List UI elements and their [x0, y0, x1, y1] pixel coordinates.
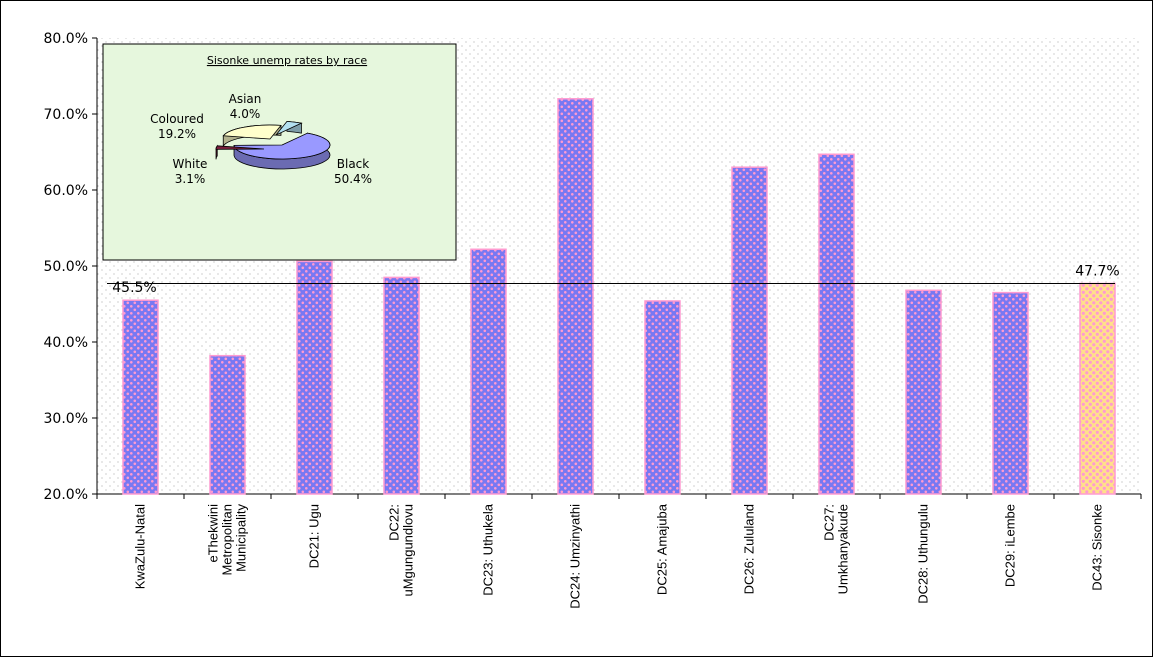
bar — [818, 153, 855, 495]
bar-value-label: 47.7% — [1075, 263, 1119, 279]
y-tick-label: 60.0% — [44, 183, 88, 199]
bar — [557, 98, 594, 495]
pie-slice — [233, 132, 331, 160]
y-tick-label: 30.0% — [44, 411, 88, 427]
x-category-label: DC21: Ugu — [307, 504, 322, 568]
x-category-label: Umkhanyakude — [836, 504, 851, 594]
x-category-label: DC27: — [822, 504, 837, 541]
x-category-label: DC23: Uthukela — [481, 503, 496, 596]
y-tick-label: 80.0% — [44, 31, 88, 47]
x-category-label: Municipality — [234, 504, 249, 572]
x-category-label: DC29: iLembe — [1003, 504, 1018, 587]
x-category-label: DC43: Sisonke — [1090, 504, 1105, 591]
x-category-label: Metropolitan — [220, 504, 235, 576]
x-category-label: eThekwini — [206, 504, 221, 563]
pie-value-label: 3.1% — [175, 172, 206, 186]
x-category-label: KwaZulu-Natal — [133, 504, 148, 589]
pie-slice-group — [233, 132, 331, 170]
y-tick-label: 40.0% — [44, 335, 88, 351]
y-tick-label: 50.0% — [44, 259, 88, 275]
y-tick-label: 70.0% — [44, 107, 88, 123]
pie-label: Coloured — [150, 112, 204, 126]
pie-slice-group — [275, 120, 303, 136]
axes: 20.0% 30.0% 40.0% 50.0% 60.0% 70.0% 80.0% — [44, 31, 1142, 503]
bar — [383, 276, 420, 495]
pie-slice-group — [215, 144, 265, 160]
bar — [992, 291, 1029, 495]
x-category-label: uMgungundlovu — [401, 504, 416, 597]
bar-value-label: 45.5% — [112, 280, 156, 296]
pie-label: Asian — [229, 92, 262, 106]
pie-value-label: 50.4% — [334, 172, 372, 186]
bar-highlight — [1079, 282, 1116, 495]
bar — [209, 354, 246, 495]
x-category-label: DC28: Uthungulu — [916, 504, 931, 604]
pie-value-label: 4.0% — [230, 107, 261, 121]
bar — [470, 248, 507, 495]
x-category-label: DC26: Zululand — [742, 504, 757, 594]
bar — [905, 289, 942, 495]
pie-label: White — [173, 157, 208, 171]
pie-slice — [215, 145, 265, 150]
x-category-label: DC24: Umzinyathi — [568, 504, 583, 609]
bars — [107, 98, 1116, 495]
x-category-label: DC22: — [387, 504, 402, 541]
x-category-label: DC25: Amajuba — [655, 503, 670, 595]
inset-title: Sisonke unemp rates by race — [207, 54, 367, 67]
pie-slice-group — [222, 124, 282, 147]
bar — [296, 260, 333, 495]
pie-label: Black — [337, 157, 370, 171]
pie-slice — [275, 120, 303, 136]
bar — [122, 299, 159, 495]
y-tick-label: 20.0% — [44, 487, 88, 503]
pie-slice — [222, 124, 282, 140]
bar — [731, 166, 768, 495]
labels: 45.5% 47.7% KwaZulu-Natal eThekwini Metropol… — [112, 263, 1119, 608]
bar — [644, 300, 681, 495]
pie-value-label: 19.2% — [158, 127, 196, 141]
